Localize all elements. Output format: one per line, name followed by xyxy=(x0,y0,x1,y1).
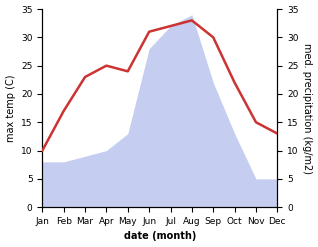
Y-axis label: med. precipitation (kg/m2): med. precipitation (kg/m2) xyxy=(302,43,313,174)
Y-axis label: max temp (C): max temp (C) xyxy=(5,74,16,142)
X-axis label: date (month): date (month) xyxy=(124,231,196,242)
